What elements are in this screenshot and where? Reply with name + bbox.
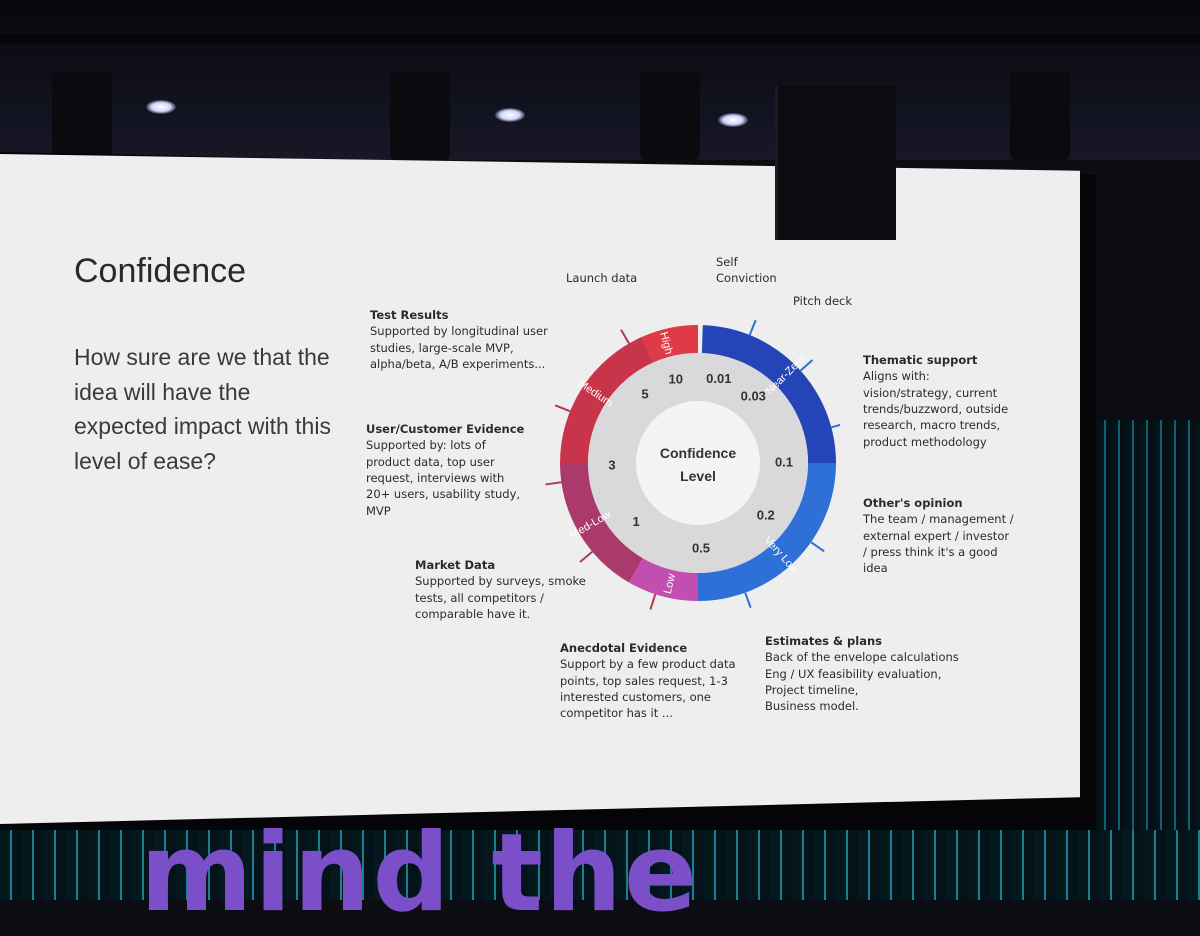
gauge-segment-medium — [560, 336, 654, 463]
gauge-segment-low — [629, 558, 698, 601]
source-estimates-plans: Estimates & plans Back of the envelope c… — [765, 633, 995, 715]
confidence-value: 3 — [608, 457, 615, 472]
source-title: Anecdotal Evidence — [560, 641, 688, 655]
source-title: Estimates & plans — [765, 634, 883, 648]
source-title: Thematic support — [863, 353, 978, 367]
source-tick — [831, 422, 848, 429]
speaker-cabinet — [775, 86, 896, 240]
confidence-value: 1 — [633, 514, 640, 529]
source-title: Test Results — [370, 308, 449, 322]
gauge-segment-near-zero — [701, 325, 836, 463]
source-tick — [545, 481, 562, 486]
source-tick — [579, 550, 593, 563]
light-fixture — [640, 72, 700, 160]
source-body: The team / management / external expert … — [863, 512, 1014, 576]
confidence-value: 0.2 — [757, 507, 775, 522]
center-label-line2: Level — [680, 468, 716, 484]
center-label-line1: Confidence — [660, 445, 736, 461]
source-tick — [748, 319, 757, 336]
source-body: Support by a few product data points, to… — [560, 657, 736, 721]
source-body: Supported by surveys, smoke tests, all c… — [415, 574, 586, 621]
source-title: Other's opinion — [863, 496, 963, 510]
source-body: Aligns with: vision/strategy, current tr… — [863, 369, 1009, 449]
source-pitch-deck: Pitch deck — [793, 294, 853, 308]
confidence-value: 0.1 — [775, 454, 793, 469]
source-test-results: Test Results Supported by longitudinal u… — [370, 307, 570, 372]
source-self-conviction: Self Conviction — [716, 255, 777, 286]
source-tick — [799, 359, 814, 372]
source-tick — [744, 592, 752, 609]
confidence-value: 0.5 — [692, 540, 710, 555]
stage-floor — [0, 830, 1200, 900]
gauge-center — [636, 401, 760, 525]
source-market-data: Market Data Supported by surveys, smoke … — [415, 557, 615, 622]
tier-label: Low — [662, 573, 678, 595]
light-fixture — [52, 72, 112, 160]
gauge-svg: Confidence Level HighMediumMed-LowLowVer… — [545, 319, 848, 610]
confidence-value: 0.01 — [706, 371, 731, 386]
source-thematic-support: Thematic support Aligns with: vision/str… — [863, 352, 1073, 450]
stage-light — [146, 100, 176, 114]
source-body: Supported by: lots of product data, top … — [366, 438, 521, 518]
slide-title: Confidence — [74, 252, 247, 290]
tier-label: High — [657, 331, 674, 356]
ceiling-rig — [0, 0, 1200, 160]
confidence-value: 0.03 — [741, 389, 766, 404]
confidence-value: 5 — [641, 387, 648, 402]
source-body: Supported by longitudinal user studies, … — [370, 324, 548, 371]
lighting-truss — [0, 34, 1200, 44]
source-tick — [554, 404, 571, 413]
slide-question: How sure are we that the idea will have … — [74, 344, 331, 474]
source-tick — [620, 329, 630, 344]
gauge-segment-high — [641, 325, 698, 363]
light-fixture — [1010, 72, 1070, 160]
stage-light — [495, 108, 525, 122]
source-body: Back of the envelope calculations Eng / … — [765, 650, 959, 714]
gauge-segment-med-low — [560, 463, 643, 583]
projection-screen — [0, 154, 1080, 824]
source-others-opinion: Other's opinion The team / management / … — [863, 495, 1073, 577]
stage-light — [718, 113, 748, 127]
source-title: User/Customer Evidence — [366, 422, 525, 436]
source-user-customer-evidence: User/Customer Evidence Supported by: lot… — [366, 421, 536, 519]
stage-sign: mind the — [140, 811, 700, 936]
gauge-segment-very-low — [698, 463, 836, 601]
source-tick — [649, 593, 657, 610]
confidence-value: 10 — [669, 371, 683, 386]
confidence-gauge: Confidence Level High Medium Med-Low Low Ver… — [500, 270, 848, 624]
source-anecdotal-evidence: Anecdotal Evidence Support by a few prod… — [560, 640, 760, 722]
light-fixture — [390, 72, 450, 160]
source-title: Market Data — [415, 558, 496, 572]
source-tick — [810, 541, 825, 553]
source-launch-data: Launch data — [566, 271, 638, 285]
